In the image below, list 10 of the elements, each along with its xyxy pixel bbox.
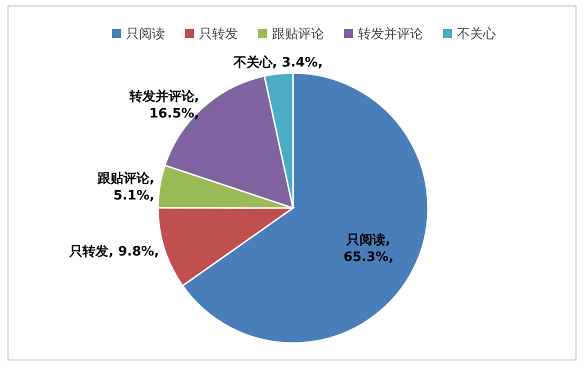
legend-label: 只转发 (199, 27, 238, 42)
data-label: 跟贴评论, 5.1%, (96, 171, 154, 204)
data-label: 只转发, 9.8%, (68, 244, 160, 260)
data-label: 只阅读, 65.3%, (343, 233, 394, 266)
data-label: 不关心, 3.4%, (232, 54, 323, 70)
legend-label: 只阅读 (126, 27, 165, 42)
legend-label: 跟贴评论 (272, 27, 324, 42)
data-label: 转发并评论, 16.5%, (128, 88, 200, 122)
legend-label: 转发并评论 (358, 27, 423, 42)
legend-label: 不关心 (457, 26, 496, 42)
